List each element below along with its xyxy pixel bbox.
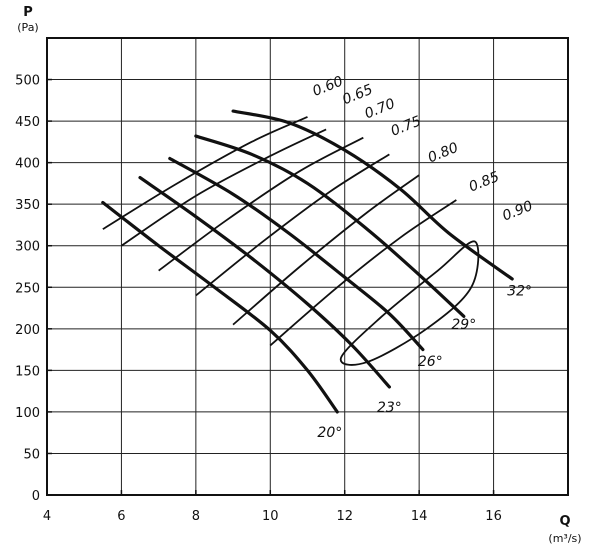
y-axis-unit: (Pa): [17, 21, 38, 34]
blade-angle-label: 20°: [317, 425, 342, 441]
efficiency-label: 0.90: [500, 198, 535, 225]
x-tick-label: 6: [117, 509, 125, 524]
y-tick-label: 250: [15, 281, 40, 296]
blade-angle-label: 29°: [451, 317, 476, 333]
efficiency-curve: [232, 174, 420, 326]
efficiency-label: 0.70: [363, 96, 398, 123]
y-tick-label: 500: [15, 74, 40, 89]
blade-angle-curve: [231, 109, 514, 281]
x-tick-label: 16: [485, 509, 502, 524]
y-axis-ticks: 0 50 100 150 200 250 300 350 400 450 500: [15, 74, 52, 504]
y-tick-label: 0: [32, 489, 40, 504]
y-tick-label: 350: [15, 198, 40, 213]
blade-angle-curve: [101, 200, 339, 414]
y-tick-label: 50: [23, 447, 40, 462]
y-tick-label: 300: [15, 240, 40, 255]
efficiency-label: 0.75: [389, 113, 424, 140]
efficiency-curve: [120, 128, 327, 247]
y-tick-label: 100: [15, 406, 40, 421]
y-tick-label: 150: [15, 364, 40, 379]
y-axis-title: P: [23, 5, 33, 20]
x-tick-label: 14: [411, 509, 428, 524]
x-tick-label: 12: [336, 509, 353, 524]
blade-angle-label: 26°: [418, 354, 443, 370]
efficiency-curve: [269, 199, 457, 347]
x-tick-label: 8: [192, 509, 200, 524]
y-tick-label: 200: [15, 323, 40, 338]
x-axis-title: Q: [559, 514, 570, 529]
efficiency-curve: [339, 240, 480, 366]
y-tick-label: 450: [15, 115, 40, 130]
efficiency-label: 0.85: [467, 169, 502, 196]
blade-angle-label: 32°: [507, 284, 532, 300]
blade-angle-curve: [194, 134, 466, 318]
x-tick-label: 10: [262, 509, 279, 524]
blade-angle-label: 23°: [377, 400, 402, 416]
efficiency-curve: [102, 116, 308, 230]
x-tick-label: 4: [43, 509, 51, 524]
blade-angle-curves: 20° 23° 26° 29° 32°: [101, 109, 532, 441]
y-tick-label: 400: [15, 157, 40, 172]
x-axis-unit: (m³/s): [548, 532, 581, 545]
grid: [46, 38, 568, 496]
plot-frame: [46, 37, 569, 496]
x-axis-ticks: 4 6 8 10 12 14 16: [43, 490, 502, 524]
efficiency-curve: [158, 136, 364, 272]
blade-angle-curve: [168, 156, 425, 352]
blade-angle-curve: [138, 175, 391, 389]
efficiency-curve: [195, 153, 390, 297]
